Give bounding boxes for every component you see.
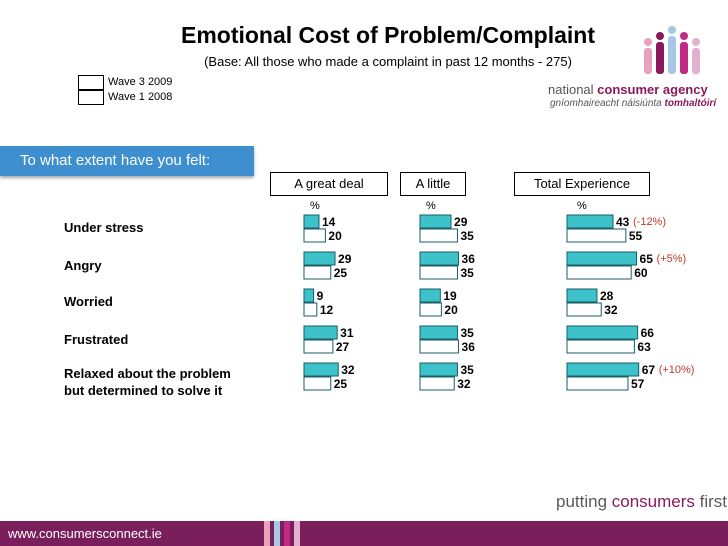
footer-stripe: [264, 521, 270, 546]
bar-a-great-deal-wave1-frustrated: [303, 339, 334, 354]
bar-a-great-deal-wave1-angry: [303, 265, 332, 280]
percent-label-total: %: [577, 200, 587, 212]
bar-a-great-deal-wave1-under-stress: [303, 228, 326, 243]
bar-total-experience-wave1-worried: [566, 302, 602, 317]
bar-a-little-wave1-under-stress: [419, 228, 458, 243]
bar-value-label: 29: [454, 215, 468, 229]
bar-value-label: 57: [631, 377, 645, 391]
bar-value-label: 32: [341, 363, 355, 377]
row-label-angry: Angry: [64, 258, 102, 273]
change-annotation: (-12%): [633, 216, 666, 228]
bar-value-label: 43: [616, 215, 630, 229]
bar-a-little-wave3-under-stress: [419, 214, 452, 229]
percent-label-great-deal: %: [310, 200, 320, 212]
row-label-frustrated: Frustrated: [64, 332, 129, 347]
bar-value-label: 35: [460, 363, 474, 377]
row-label-worried: Worried: [64, 294, 113, 309]
bar-value-label: 20: [444, 303, 458, 317]
bar-total-experience-wave3-worried: [566, 288, 598, 303]
footer-stripe: [284, 521, 290, 546]
bar-value-label: 31: [340, 326, 354, 340]
panel-header-a-little: A little: [400, 172, 466, 196]
bar-value-label: 35: [460, 266, 474, 280]
bar-a-great-deal-wave3-worried: [303, 288, 315, 303]
bar-value-label: 60: [634, 266, 648, 280]
bar-value-label: 32: [604, 303, 618, 317]
bar-a-little-wave3-frustrated: [419, 325, 458, 340]
bar-total-experience-wave3-under-stress: [566, 214, 614, 229]
legend-label-wave1: Wave 1 2008: [108, 91, 173, 103]
agency-logo-icon: [644, 26, 700, 74]
bar-total-experience-wave1-frustrated: [566, 339, 635, 354]
bar-value-label: 65: [640, 252, 654, 266]
chart-title: Emotional Cost of Problem/Complaint: [180, 22, 595, 48]
bar-a-great-deal-wave3-frustrated: [303, 325, 338, 340]
change-annotation: (+5%): [657, 253, 687, 265]
bar-value-label: 66: [641, 326, 655, 340]
bar-total-experience-wave1-angry: [566, 265, 632, 280]
website-link[interactable]: www.consumersconnect.ie: [8, 526, 162, 541]
bar-value-label: 9: [317, 289, 324, 303]
chart-subtitle: (Base: All those who made a complaint in…: [204, 54, 572, 69]
bar-a-little-wave1-worried: [419, 302, 442, 317]
footer-stripe: [294, 521, 300, 546]
bar-total-experience-wave1-relaxed-about-the-problem-but-determined-to-solve-it: [566, 376, 629, 391]
bar-total-experience-wave3-angry: [566, 251, 638, 266]
bar-value-label: 12: [320, 303, 334, 317]
question-banner: To what extent have you felt:: [0, 146, 254, 176]
agency-name-irish: gníomhaireacht náisiúnta tomhaltóirí: [550, 98, 717, 109]
bar-value-label: 28: [600, 289, 614, 303]
bar-a-little-wave1-angry: [419, 265, 458, 280]
bar-a-great-deal-wave1-relaxed-about-the-problem-but-determined-to-solve-it: [303, 376, 332, 391]
percent-label-a-little: %: [426, 200, 436, 212]
bar-value-label: 35: [460, 326, 474, 340]
bar-value-label: 36: [462, 252, 476, 266]
bar-a-little-wave3-angry: [419, 251, 460, 266]
change-annotation: (+10%): [659, 364, 695, 376]
bar-value-label: 63: [637, 340, 651, 354]
bar-value-label: 35: [460, 229, 474, 243]
bar-a-little-wave3-relaxed-about-the-problem-but-determined-to-solve-it: [419, 362, 458, 377]
bar-a-great-deal-wave3-angry: [303, 251, 336, 266]
legend-swatch-wave1: [78, 90, 104, 105]
bar-value-label: 29: [338, 252, 352, 266]
bar-value-label: 25: [334, 377, 348, 391]
row-label-relaxed: Relaxed about the problem but determined …: [64, 366, 231, 398]
bar-value-label: 19: [443, 289, 457, 303]
legend-label-wave3: Wave 3 2009: [108, 76, 173, 88]
row-label-under-stress: Under stress: [64, 220, 144, 235]
bar-value-label: 25: [334, 266, 348, 280]
bar-a-little-wave3-worried: [419, 288, 441, 303]
tagline: putting consumers first: [556, 492, 728, 511]
footer-bar: [0, 521, 728, 546]
bar-value-label: 27: [336, 340, 350, 354]
bar-value-label: 14: [322, 215, 336, 229]
agency-name: national consumer agency: [548, 82, 708, 97]
bar-a-little-wave1-frustrated: [419, 339, 460, 354]
bar-total-experience-wave3-frustrated: [566, 325, 639, 340]
bar-total-experience-wave1-under-stress: [566, 228, 627, 243]
bar-a-little-wave1-relaxed-about-the-problem-but-determined-to-solve-it: [419, 376, 455, 391]
bar-a-great-deal-wave3-relaxed-about-the-problem-but-determined-to-solve-it: [303, 362, 339, 377]
footer-stripe: [274, 521, 280, 546]
panel-header-great-deal: A great deal: [270, 172, 388, 196]
bar-value-label: 32: [457, 377, 471, 391]
bar-a-great-deal-wave3-under-stress: [303, 214, 320, 229]
bar-value-label: 20: [328, 229, 342, 243]
bar-value-label: 36: [462, 340, 476, 354]
bar-total-experience-wave3-relaxed-about-the-problem-but-determined-to-solve-it: [566, 362, 640, 377]
bar-a-great-deal-wave1-worried: [303, 302, 318, 317]
panel-header-total-experience: Total Experience: [514, 172, 650, 196]
bar-value-label: 55: [629, 229, 643, 243]
legend-swatch-wave3: [78, 75, 104, 90]
bar-value-label: 67: [642, 363, 656, 377]
